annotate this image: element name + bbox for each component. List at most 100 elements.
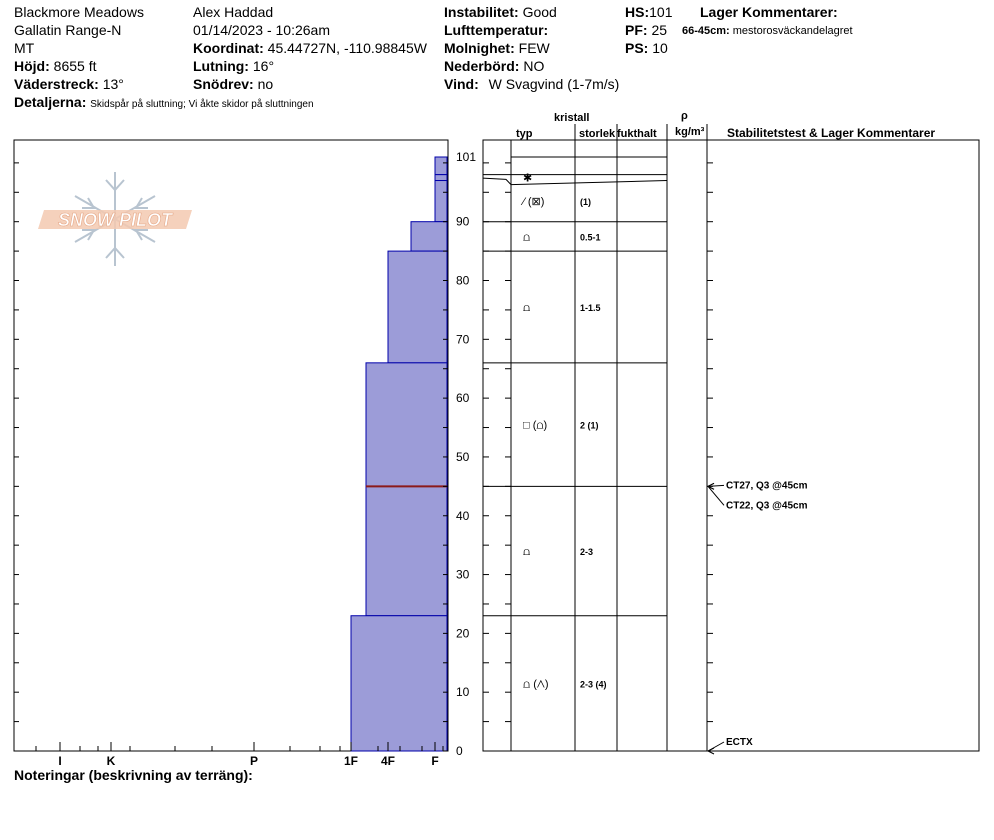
sky-label: Molnighet: <box>444 40 515 56</box>
crystal-size: (1) <box>580 197 591 207</box>
hardness-tick-label: F <box>431 754 438 768</box>
stability-test-label: CT22, Q3 @45cm <box>726 500 808 511</box>
wind-label: Vind: <box>444 76 479 92</box>
drift-label: Snödrev: <box>193 76 254 92</box>
layer-bar-0 <box>434 156 448 176</box>
depth-tick-label: 10 <box>456 685 470 699</box>
snow-drift: Snödrev: no <box>193 76 273 92</box>
snow-height: HS:101 <box>625 4 672 20</box>
coord-value: 45.44727N, -110.98845W <box>267 40 427 56</box>
hardness-tick-label: 4F <box>381 754 395 768</box>
ski-penetration: PS: 10 <box>625 40 668 56</box>
header-rho: ρ <box>681 110 688 122</box>
crystal-type-symbol: ⩍ <box>523 546 530 558</box>
crystal-size: 2-3 <box>580 547 593 557</box>
wind-value: W Svagvind (1-7m/s) <box>488 76 620 92</box>
precip-label: Nederbörd: <box>444 58 520 74</box>
depth-tick-label: 90 <box>456 215 470 229</box>
elevation: Höjd: 8655 ft <box>14 58 96 74</box>
depth-tick-label: 101 <box>456 150 476 164</box>
elevation-value: 8655 ft <box>53 58 97 74</box>
test-pointer <box>707 486 725 506</box>
depth-tick-label: 0 <box>456 744 463 758</box>
crystal-type-symbol: ⩍ <box>523 231 530 243</box>
crystal-type-symbol: ⁄ (⊠) <box>520 196 544 208</box>
observer-name: Alex Haddad <box>193 4 274 20</box>
stability-test-label: CT27, Q3 @45cm <box>726 480 808 491</box>
layer-bar-6 <box>365 485 448 617</box>
air-temperature: Lufttemperatur: <box>444 22 548 38</box>
state: MT <box>14 40 35 56</box>
pf-value: 25 <box>651 22 668 38</box>
hardness-tick-label: P <box>250 754 258 768</box>
coord-label: Koordinat: <box>193 40 264 56</box>
stability-test-label: ECTX <box>726 737 753 748</box>
ps-value: 10 <box>652 40 668 56</box>
depth-tick-label: 70 <box>456 332 470 346</box>
hs-value: 101 <box>649 4 673 20</box>
elevation-label: Höjd: <box>14 58 50 74</box>
ps-label: PS: <box>625 40 649 56</box>
test-arrow-icon <box>706 747 715 755</box>
crystal-type-symbol: ⩍ (⋀) <box>523 678 549 690</box>
airtemp-label: Lufttemperatur: <box>444 22 549 38</box>
layer-comments-title: Lager Kommentarer: <box>700 4 838 20</box>
layer-bar-4 <box>387 250 448 364</box>
stability-value: Good <box>522 4 557 20</box>
sky-cover: Molnighet: FEW <box>444 40 550 56</box>
header-typ: typ <box>516 128 533 140</box>
mountain-range: Gallatin Range-N <box>14 22 122 38</box>
details-label: Detaljerna: <box>14 94 87 110</box>
hardness-tick-label: K <box>107 754 116 768</box>
depth-tick-label: 20 <box>456 626 470 640</box>
aspect: Väderstreck: 13° <box>14 76 124 92</box>
hs-label: HS: <box>625 4 650 20</box>
slope-label: Lutning: <box>193 58 249 74</box>
layer-comment-text: mestorosväckandelagret <box>732 25 853 37</box>
crystal-size: 1-1.5 <box>580 303 601 313</box>
pf-label: PF: <box>625 22 648 38</box>
depth-tick-label: 50 <box>456 450 470 464</box>
test-pointer <box>707 484 725 487</box>
slope-angle: Lutning: 16° <box>193 58 274 74</box>
coordinates: Koordinat: 45.44727N, -110.98845W <box>193 40 427 56</box>
depth-tick-label: 30 <box>456 568 470 582</box>
header-stability-tests: Stabilitetstest & Lager Kommentarer <box>727 126 936 140</box>
logo-text: SNOW PILOT <box>58 210 174 230</box>
drift-value: no <box>257 76 274 92</box>
foot-penetration: PF: 25 <box>625 22 667 38</box>
details: Detaljerna: Skidspår på sluttning; Vi åk… <box>14 94 314 113</box>
aspect-label: Väderstreck: <box>14 76 99 92</box>
test-arrow-icon <box>706 482 715 490</box>
layer-bar-3 <box>410 221 448 252</box>
precipitation: Nederbörd: NO <box>444 58 544 74</box>
layer-bar-1 <box>434 174 448 182</box>
layer-comment-range: 66-45cm: <box>682 25 730 37</box>
hardness-tick-label: 1F <box>344 754 358 768</box>
header-fukthalt: fukthalt <box>617 128 657 140</box>
header-density-unit: kg/m³ <box>675 126 705 138</box>
location-name: Blackmore Meadows <box>14 4 144 20</box>
sky-value: FEW <box>518 40 550 56</box>
crystal-type-symbol: ✱ <box>523 173 532 185</box>
crystal-size: 0.5-1 <box>580 232 601 242</box>
slope-value: 16° <box>252 58 275 74</box>
stability: Instabilitet: Good <box>444 4 557 20</box>
crystal-size: 2-3 (4) <box>580 679 607 689</box>
layer-boundary <box>482 177 668 186</box>
precip-value: NO <box>523 58 545 74</box>
crystal-type-symbol: □ (⩍) <box>523 420 547 432</box>
header-storlek: storlek <box>579 128 616 140</box>
crystal-type-symbol: ⩍ <box>523 302 530 314</box>
notes-label: Noteringar (beskrivning av terräng): <box>14 767 253 783</box>
observation-datetime: 01/14/2023 - 10:26am <box>193 22 330 38</box>
depth-tick-label: 60 <box>456 391 470 405</box>
hardness-plot-frame <box>13 139 449 752</box>
aspect-value: 13° <box>102 76 124 92</box>
hardness-tick-label: I <box>58 754 61 768</box>
wind: Vind: W Svagvind (1-7m/s) <box>444 76 619 92</box>
logo-banner <box>38 210 192 229</box>
stability-label: Instabilitet: <box>444 4 519 20</box>
stability-table-frame <box>482 139 980 752</box>
